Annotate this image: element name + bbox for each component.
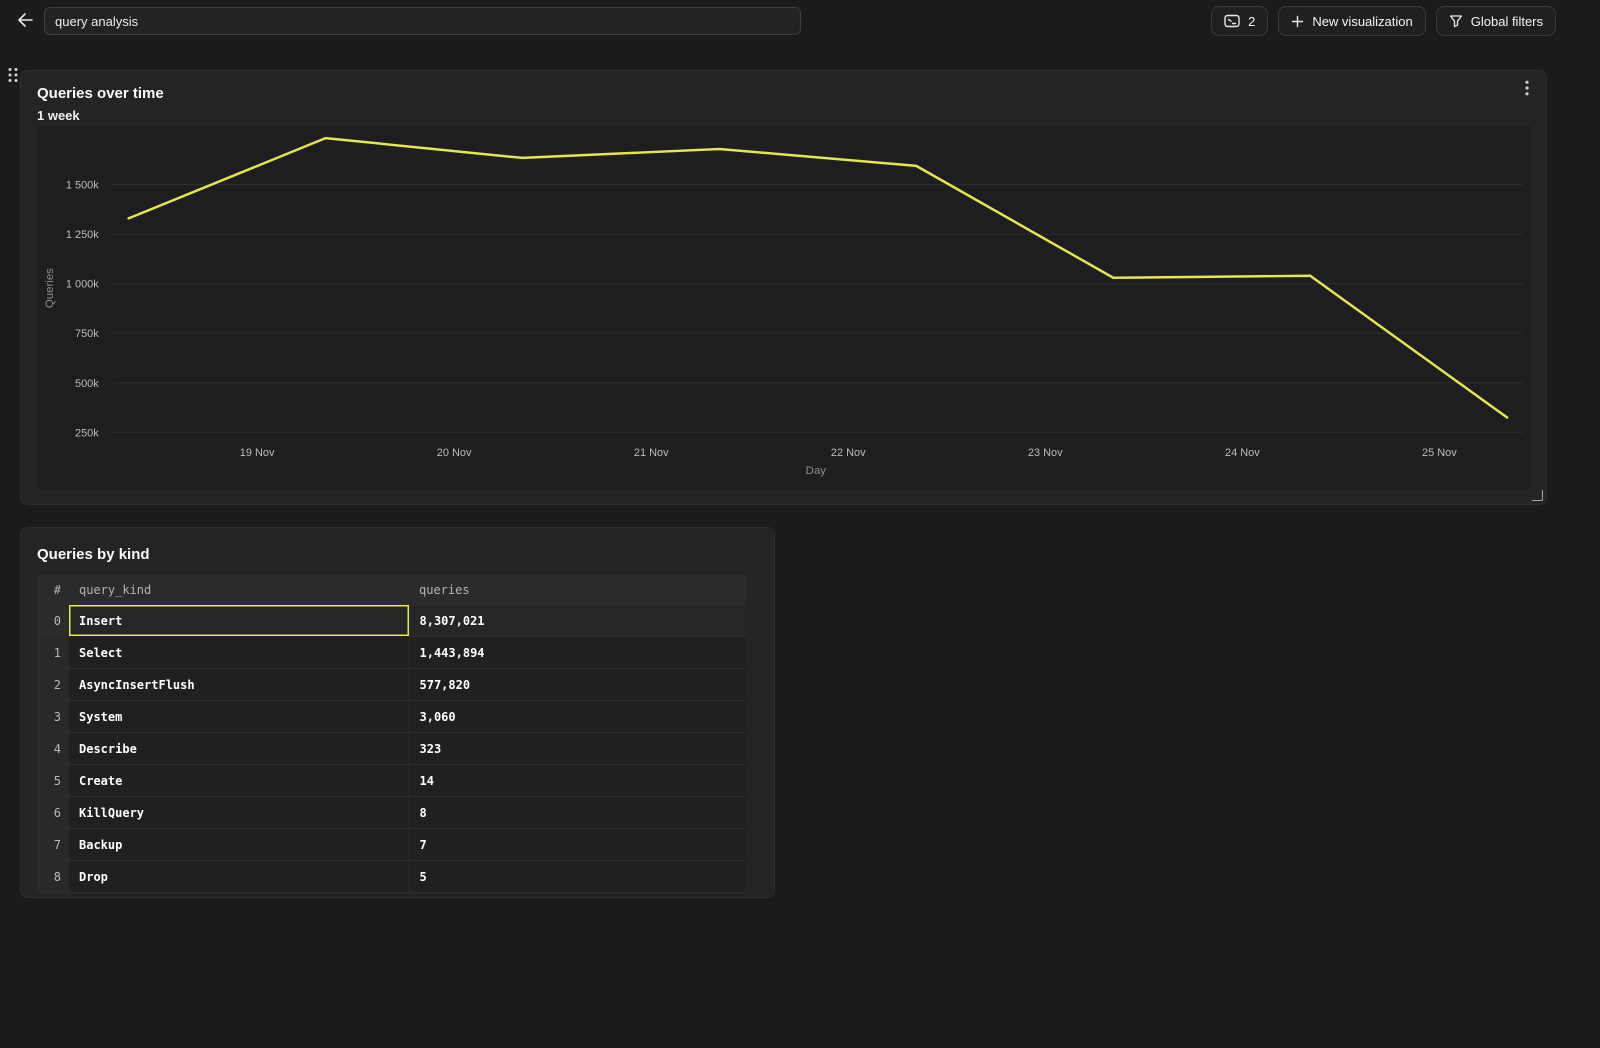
svg-text:22 Nov: 22 Nov — [831, 447, 866, 459]
new-visualization-label: New visualization — [1312, 13, 1413, 29]
row-index-cell: 1 — [37, 636, 69, 669]
table-row: 2 AsyncInsertFlush 577,820 — [37, 668, 746, 701]
global-filters-button[interactable]: Global filters — [1435, 6, 1556, 36]
queries-value-cell[interactable]: 8,307,021 — [409, 604, 746, 637]
row-index-cell: 2 — [37, 668, 69, 701]
svg-text:750k: 750k — [75, 328, 99, 340]
query-kind-cell[interactable]: Backup — [69, 828, 410, 861]
queries-over-time-card: Queries over time 1 week 1 500k 1 250k 1 0… — [20, 70, 1547, 505]
query-kind-cell[interactable]: System — [69, 700, 410, 733]
row-index-cell: 4 — [37, 732, 69, 765]
funnel-icon — [1449, 14, 1463, 28]
column-header-index[interactable]: # — [37, 575, 69, 605]
queries-value-cell[interactable]: 577,820 — [409, 668, 746, 701]
query-kind-cell[interactable]: Describe — [69, 732, 410, 765]
svg-text:25 Nov: 25 Nov — [1422, 447, 1457, 459]
svg-text:23 Nov: 23 Nov — [1028, 447, 1063, 459]
chart-title: Queries over time — [37, 85, 164, 102]
svg-text:1 000k: 1 000k — [66, 279, 99, 291]
table-row: 8 Drop 5 — [37, 860, 746, 893]
query-kind-cell[interactable]: Create — [69, 764, 410, 797]
table-row: 0 Insert 8,307,021 — [37, 604, 746, 637]
new-visualization-button[interactable]: New visualization — [1278, 6, 1426, 36]
visualizations-count-label: 2 — [1248, 13, 1256, 29]
table-row: 6 KillQuery 8 — [37, 796, 746, 829]
arrow-left-icon — [16, 12, 34, 31]
svg-text:Day: Day — [806, 465, 827, 477]
svg-text:1 500k: 1 500k — [66, 180, 99, 192]
queries-table-body: 0 Insert 8,307,021 1 Select 1,443,894 2 AsyncIn… — [37, 604, 746, 893]
svg-text:250k: 250k — [75, 427, 99, 439]
row-index-cell: 8 — [37, 860, 69, 893]
query-kind-cell[interactable]: AsyncInsertFlush — [69, 668, 410, 701]
chart-menu-button[interactable] — [1518, 79, 1536, 99]
card-resize-handle[interactable] — [1532, 490, 1543, 501]
dashboard-title-input[interactable] — [44, 7, 801, 35]
queries-value-cell[interactable]: 323 — [409, 732, 746, 765]
row-index-cell: 3 — [37, 700, 69, 733]
queries-value-cell[interactable]: 8 — [409, 796, 746, 829]
column-header-query-kind[interactable]: query_kind — [69, 575, 409, 605]
global-filters-label: Global filters — [1470, 13, 1543, 29]
svg-text:20 Nov: 20 Nov — [437, 447, 472, 459]
queries-value-cell[interactable]: 1,443,894 — [409, 636, 746, 669]
svg-text:21 Nov: 21 Nov — [634, 447, 669, 459]
queries-over-time-chart[interactable]: 1 500k 1 250k 1 000k 750k 500k 250k Queries 19 … — [37, 126, 1531, 489]
table-header-row: # query_kind queries — [37, 575, 746, 605]
query-kind-cell[interactable]: Select — [69, 636, 410, 669]
vertical-dots-icon — [1525, 80, 1529, 99]
query-kind-cell[interactable]: Insert — [69, 604, 410, 637]
plus-icon — [1291, 15, 1304, 28]
svg-text:24 Nov: 24 Nov — [1225, 447, 1260, 459]
table-title: Queries by kind — [37, 546, 150, 563]
query-kind-cell[interactable]: KillQuery — [69, 796, 410, 829]
table-row: 5 Create 14 — [37, 764, 746, 797]
back-button[interactable] — [14, 10, 36, 32]
card-drag-handle[interactable] — [6, 66, 20, 84]
table-row: 3 System 3,060 — [37, 700, 746, 733]
svg-text:500k: 500k — [75, 378, 99, 390]
table-row: 7 Backup 7 — [37, 828, 746, 861]
queries-by-kind-card: Queries by kind # query_kind queries 0 In… — [20, 527, 775, 898]
queries-value-cell[interactable]: 7 — [409, 828, 746, 861]
row-index-cell: 0 — [37, 604, 69, 637]
chart-subtitle: 1 week — [37, 108, 80, 123]
table-row: 1 Select 1,443,894 — [37, 636, 746, 669]
svg-text:Queries: Queries — [44, 268, 56, 308]
svg-text:19 Nov: 19 Nov — [240, 447, 275, 459]
row-index-cell: 5 — [37, 764, 69, 797]
column-header-queries[interactable]: queries — [409, 575, 746, 605]
queries-by-kind-table: # query_kind queries 0 Insert 8,307,021 1 Se… — [37, 575, 746, 893]
row-index-cell: 6 — [37, 796, 69, 829]
queries-chart-svg: 1 500k 1 250k 1 000k 750k 500k 250k Queries 19 … — [44, 136, 1524, 477]
topbar: 2 New visualization Global filters — [0, 0, 1600, 42]
row-index-cell: 7 — [37, 828, 69, 861]
queries-value-cell[interactable]: 14 — [409, 764, 746, 797]
visualizations-count-button[interactable]: 2 — [1211, 6, 1269, 36]
terminal-window-icon — [1224, 14, 1240, 28]
grip-dots-icon — [6, 68, 20, 88]
queries-value-cell[interactable]: 5 — [409, 860, 746, 893]
svg-text:1 250k: 1 250k — [66, 229, 99, 241]
table-row: 4 Describe 323 — [37, 732, 746, 765]
chart-header: Queries over time 1 week — [37, 85, 164, 123]
query-kind-cell[interactable]: Drop — [69, 860, 410, 893]
queries-value-cell[interactable]: 3,060 — [409, 700, 746, 733]
